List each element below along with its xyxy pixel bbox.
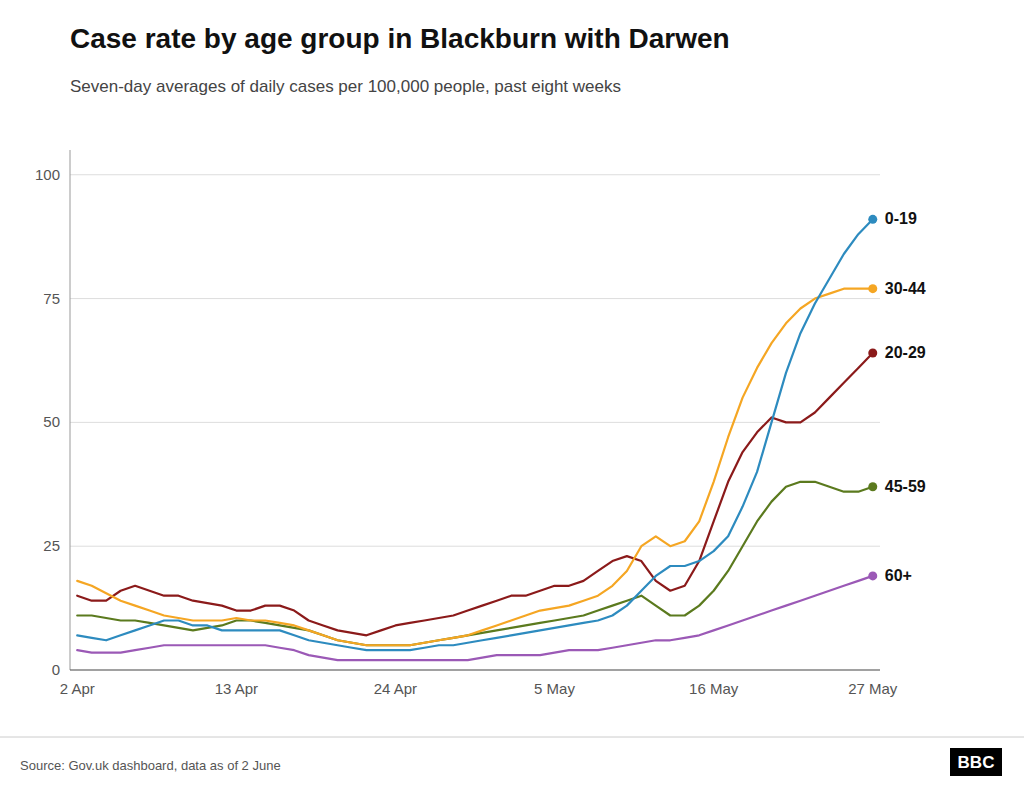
logo-box — [950, 748, 1002, 776]
chart: Case rate by age group in Blackburn with… — [0, 0, 1024, 791]
end-dot — [868, 349, 877, 358]
y-tick-label: 100 — [35, 166, 60, 183]
x-tick-label: 5 May — [534, 680, 575, 697]
y-tick-label: 50 — [43, 413, 60, 430]
title: Case rate by age group in Blackburn with… — [70, 23, 730, 54]
series-label: 60+ — [885, 567, 912, 584]
x-tick-label: 13 Apr — [215, 680, 258, 697]
plot — [77, 215, 877, 660]
grid-line — [70, 298, 880, 299]
grid-line — [70, 546, 880, 547]
x-tick-label: 16 May — [689, 680, 739, 697]
series-label: 20-29 — [885, 344, 926, 361]
end-dot — [868, 482, 877, 491]
series-label: 30-44 — [885, 280, 926, 297]
series-line — [77, 289, 873, 646]
end-dot — [868, 571, 877, 580]
y-tick-label: 0 — [52, 661, 60, 678]
y-tick-label: 25 — [43, 537, 60, 554]
logo: BBC — [958, 753, 995, 772]
y-tick-label: 75 — [43, 290, 60, 307]
series-line — [77, 353, 873, 635]
x-tick-label: 24 Apr — [374, 680, 417, 697]
grid-line — [70, 174, 880, 175]
subtitle: Seven-day averages of daily cases per 10… — [70, 77, 621, 96]
grid — [70, 175, 880, 670]
series-label: 45-59 — [885, 478, 926, 495]
end-dot — [868, 215, 877, 224]
series-line — [77, 219, 873, 650]
grid-line — [70, 670, 880, 671]
source: Source: Gov.uk dashboard, data as of 2 J… — [20, 758, 281, 773]
y-axis-line — [70, 150, 71, 670]
x-axis-line — [70, 670, 880, 671]
end-dot — [868, 284, 877, 293]
grid-line — [70, 422, 880, 423]
series-label: 0-19 — [885, 210, 917, 227]
x-tick-label: 2 Apr — [60, 680, 95, 697]
separator — [0, 737, 1024, 738]
x-tick-label: 27 May — [848, 680, 898, 697]
series-line — [77, 576, 873, 660]
